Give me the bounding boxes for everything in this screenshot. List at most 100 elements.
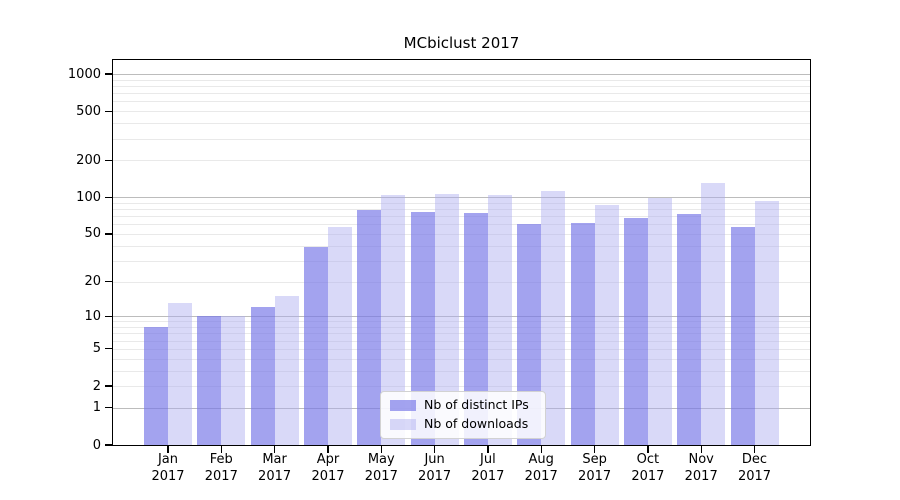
grid-line-minor bbox=[113, 224, 810, 226]
y-tick-label: 100 bbox=[76, 189, 101, 205]
bar-downloads-feb bbox=[221, 316, 246, 445]
bar-distinct-ips-apr bbox=[304, 246, 328, 445]
y-tick-label: 1000 bbox=[67, 66, 101, 82]
grid-line-minor bbox=[113, 245, 810, 247]
x-tick bbox=[594, 446, 596, 453]
y-tick bbox=[105, 280, 112, 283]
bar-distinct-ips-may bbox=[357, 210, 382, 445]
bar-downloads-mar bbox=[274, 296, 299, 445]
grid-line-minor bbox=[113, 79, 810, 81]
y-tick-label: 500 bbox=[76, 103, 101, 119]
legend-swatch-downloads bbox=[390, 418, 416, 430]
y-tick-label: 0 bbox=[92, 437, 101, 453]
grid-line-minor bbox=[113, 386, 810, 387]
bar-distinct-ips-mar bbox=[250, 307, 275, 445]
y-tick bbox=[105, 348, 112, 350]
grid-line-minor bbox=[113, 138, 810, 140]
y-tick bbox=[105, 407, 112, 409]
grid-line-minor bbox=[113, 340, 810, 342]
x-tick bbox=[700, 446, 702, 453]
x-tick bbox=[540, 446, 542, 453]
y-tick-label: 2 bbox=[92, 378, 101, 394]
grid-line-minor bbox=[113, 333, 810, 335]
grid-line-minor bbox=[113, 348, 810, 350]
bar-distinct-ips-jan bbox=[144, 327, 168, 445]
x-tick bbox=[434, 446, 436, 453]
y-tick-label: 20 bbox=[84, 274, 101, 289]
y-tick bbox=[105, 385, 112, 387]
y-tick bbox=[105, 196, 112, 198]
y-tick bbox=[105, 233, 112, 235]
bar-downloads-sep bbox=[594, 205, 619, 445]
grid-line-minor bbox=[113, 321, 810, 323]
x-tick bbox=[220, 446, 222, 453]
y-tick-label: 5 bbox=[92, 341, 101, 357]
x-tick bbox=[487, 446, 489, 453]
x-tick-label-sep: Sep 2017 bbox=[578, 452, 612, 484]
x-tick bbox=[167, 446, 169, 453]
legend-label-downloads: Nb of downloads bbox=[424, 416, 529, 431]
grid-line-minor bbox=[113, 93, 810, 95]
bar-distinct-ips-oct bbox=[623, 217, 648, 445]
grid-line-minor bbox=[113, 260, 810, 262]
bar-downloads-nov bbox=[701, 183, 726, 445]
legend: Nb of distinct IPs Nb of downloads bbox=[380, 391, 546, 439]
grid-line-minor bbox=[113, 202, 810, 204]
bar-distinct-ips-sep bbox=[570, 222, 595, 445]
bar-downloads-apr bbox=[328, 227, 352, 445]
grid-line-minor bbox=[113, 209, 810, 210]
y-tick-label: 50 bbox=[84, 226, 101, 242]
y-tick bbox=[105, 159, 112, 161]
bar-downloads-dec bbox=[754, 200, 779, 445]
y-tick-label: 200 bbox=[76, 152, 101, 168]
bar-distinct-ips-nov bbox=[677, 213, 702, 445]
y-tick-label: 10 bbox=[84, 308, 101, 324]
x-tick bbox=[380, 446, 382, 453]
chart-title: MCbiclust 2017 bbox=[403, 34, 520, 52]
x-tick-label-dec: Dec 2017 bbox=[737, 452, 772, 484]
x-tick-label-nov: Nov 2017 bbox=[684, 452, 718, 484]
x-tick-label-mar: Mar 2017 bbox=[258, 452, 292, 484]
bar-downloads-jan bbox=[168, 303, 192, 445]
y-tick bbox=[105, 73, 112, 75]
grid-line-minor bbox=[113, 160, 810, 162]
x-tick-label-jun: Jun 2017 bbox=[418, 452, 452, 484]
grid-line-minor bbox=[113, 216, 810, 218]
x-tick bbox=[327, 446, 329, 453]
grid-line-minor bbox=[113, 358, 810, 360]
legend-item-downloads: Nb of downloads bbox=[390, 416, 536, 432]
grid-line-minor bbox=[113, 327, 810, 328]
grid-line-major bbox=[113, 316, 810, 318]
bar-distinct-ips-feb bbox=[197, 316, 222, 445]
y-tick bbox=[105, 444, 112, 446]
y-tick bbox=[105, 315, 112, 317]
grid-line-minor bbox=[113, 281, 810, 283]
x-tick bbox=[274, 446, 276, 453]
legend-swatch-distinct-ips bbox=[390, 399, 416, 411]
bar-distinct-ips-dec bbox=[730, 227, 755, 445]
x-tick-label-feb: Feb 2017 bbox=[204, 452, 238, 484]
grid-line-minor bbox=[113, 86, 810, 87]
grid-line-major bbox=[113, 197, 810, 199]
bar-downloads-oct bbox=[647, 198, 672, 445]
x-tick bbox=[753, 446, 756, 453]
x-tick bbox=[647, 446, 649, 453]
plot-area: Nb of distinct IPs Nb of downloads 0 1 2 5 1… bbox=[68, 59, 811, 484]
legend-item-distinct-ips: Nb of distinct IPs bbox=[390, 397, 536, 413]
y-tick-label: 1 bbox=[92, 400, 101, 416]
y-tick bbox=[105, 110, 112, 112]
x-tick-label-aug: Aug 2017 bbox=[524, 452, 558, 484]
x-tick-label-jul: Jul 2017 bbox=[471, 452, 505, 484]
x-tick-label-may: May 2017 bbox=[364, 452, 398, 484]
grid-line-minor bbox=[113, 233, 810, 235]
grid-line-major bbox=[113, 74, 810, 76]
grid-line-minor bbox=[113, 123, 810, 125]
x-tick-label-oct: Oct 2017 bbox=[631, 452, 665, 484]
x-tick-label-jan: Jan 2017 bbox=[151, 452, 185, 484]
grid-line-minor bbox=[113, 370, 810, 372]
grid-line-minor bbox=[113, 101, 810, 103]
grid-line-minor bbox=[113, 111, 810, 113]
x-tick-label-apr: Apr 2017 bbox=[311, 452, 345, 484]
legend-label-distinct-ips: Nb of distinct IPs bbox=[424, 397, 529, 412]
